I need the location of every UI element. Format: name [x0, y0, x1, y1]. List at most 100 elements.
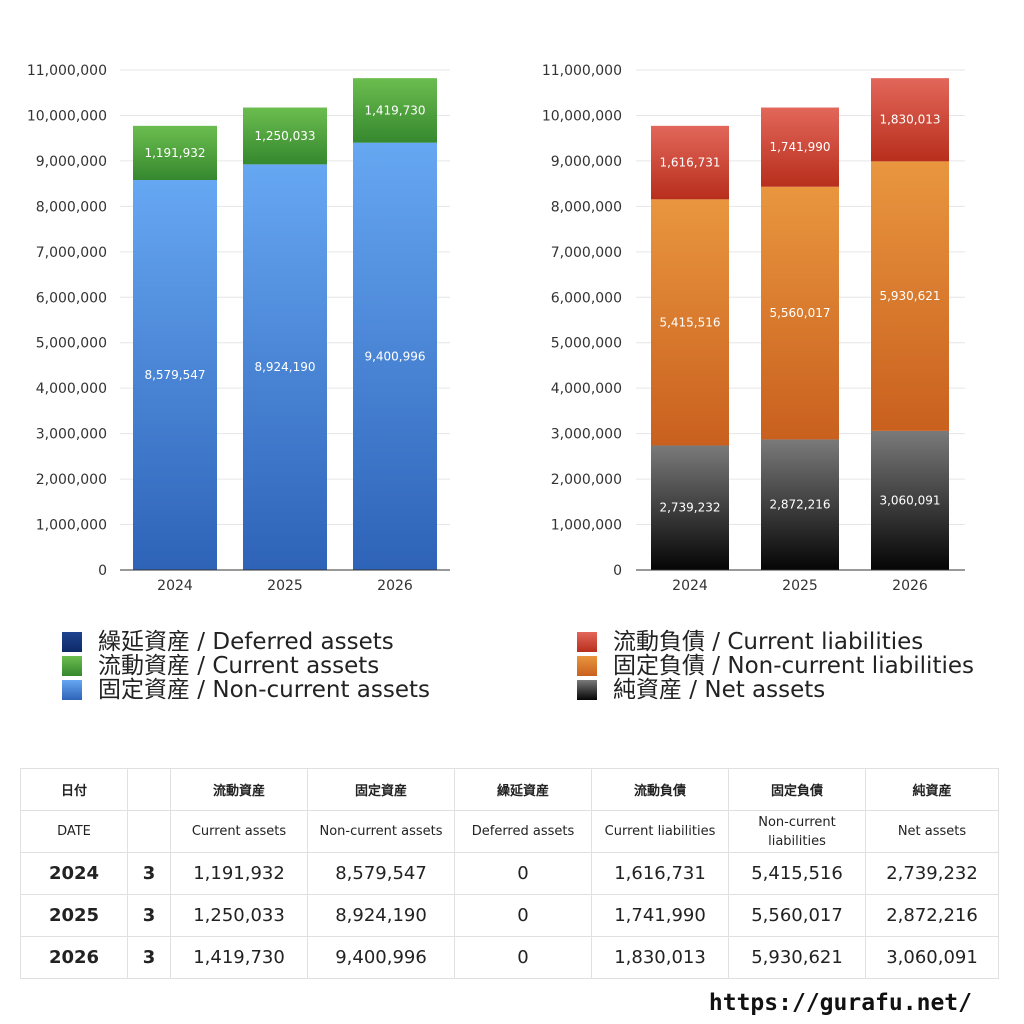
data-label: 2,872,216 [769, 498, 830, 512]
y-tick-label: 4,000,000 [36, 381, 107, 397]
legend-swatch [62, 656, 82, 676]
y-tick-label: 7,000,000 [36, 245, 107, 261]
bar-segment [353, 78, 437, 143]
data-label: 8,924,190 [254, 360, 315, 374]
y-tick-label: 5,000,000 [551, 336, 622, 352]
cell-current-liabilities: 1,830,013 [591, 936, 729, 979]
y-tick-label: 4,000,000 [551, 381, 622, 397]
header-noncurrent-liabilities-jp: 固定負債 [728, 768, 866, 811]
bar-segment [761, 186, 839, 440]
legend-label: 流動資産 / Current assets [98, 653, 380, 679]
header-date-jp: 日付 [20, 768, 128, 811]
data-label: 5,930,621 [879, 289, 940, 303]
y-tick-label: 2,000,000 [36, 472, 107, 488]
bar-segment [353, 142, 437, 570]
bar-segment [133, 125, 217, 181]
data-label: 1,250,033 [254, 129, 315, 143]
legend-label: 固定負債 / Non-current liabilities [613, 653, 974, 679]
bar-segment [761, 107, 839, 187]
legend-item: 流動負債 / Current liabilities [577, 630, 974, 654]
cell-deferred-assets: 0 [454, 936, 592, 979]
bar-segment [871, 161, 949, 431]
y-tick-label: 9,000,000 [551, 154, 622, 170]
data-label: 5,415,516 [659, 315, 720, 329]
header-deferred-assets-en: Deferred assets [454, 810, 592, 853]
data-label: 1,191,932 [144, 146, 205, 160]
legend-swatch [62, 632, 82, 652]
legend-label: 繰延資産 / Deferred assets [98, 629, 394, 655]
y-tick-label: 8,000,000 [551, 199, 622, 215]
header-current-assets-en: Current assets [170, 810, 308, 853]
data-label: 1,419,730 [364, 103, 425, 117]
data-label: 1,830,013 [879, 113, 940, 127]
legend-item: 繰延資産 / Deferred assets [62, 630, 430, 654]
chart-assets: 0 1,000,000 2,000,000 3,000,000 4,000,000 5,0… [27, 63, 450, 594]
cell-deferred-assets: 0 [454, 852, 592, 895]
row-month: 3 [127, 936, 171, 979]
bar-segment [871, 430, 949, 570]
x-tick-label: 2026 [377, 578, 413, 594]
row-year: 2026 [20, 936, 128, 979]
legend-item: 固定負債 / Non-current liabilities [577, 654, 974, 678]
cell-noncurrent-assets: 8,924,190 [307, 894, 455, 937]
source-url[interactable]: https://gurafu.net/ [708, 990, 972, 1016]
legend-swatch [577, 656, 597, 676]
y-tick-label: 3,000,000 [36, 427, 107, 443]
cell-current-assets: 1,191,932 [170, 852, 308, 895]
row-year: 2025 [20, 894, 128, 937]
y-tick-label: 6,000,000 [36, 290, 107, 306]
cell-current-liabilities: 1,741,990 [591, 894, 729, 937]
cell-current-liabilities: 1,616,731 [591, 852, 729, 895]
data-label: 5,560,017 [769, 306, 830, 320]
bar-segment [761, 439, 839, 570]
cell-current-assets: 1,419,730 [170, 936, 308, 979]
y-tick-label: 10,000,000 [27, 108, 107, 124]
y-tick-label: 0 [613, 563, 622, 579]
cell-noncurrent-assets: 9,400,996 [307, 936, 455, 979]
data-label: 3,060,091 [879, 493, 940, 507]
header-current-liabilities-en: Current liabilities [591, 810, 729, 853]
header-month-jp [127, 768, 171, 811]
cell-noncurrent-liabilities: 5,560,017 [728, 894, 866, 937]
cell-noncurrent-liabilities: 5,930,621 [728, 936, 866, 979]
legend-liabilities: 流動負債 / Current liabilities 固定負債 / Non-cur… [577, 630, 974, 702]
row-month: 3 [127, 852, 171, 895]
bar-segment [133, 180, 217, 571]
legend-swatch [62, 680, 82, 700]
bar-segment [651, 125, 729, 200]
cell-noncurrent-assets: 8,579,547 [307, 852, 455, 895]
y-tick-label: 5,000,000 [36, 336, 107, 352]
data-label: 1,616,731 [659, 156, 720, 170]
y-tick-label: 11,000,000 [542, 63, 622, 79]
data-label: 2,739,232 [659, 501, 720, 515]
bar-segment [871, 78, 949, 162]
table-row: 2026 3 1,419,730 9,400,996 0 1,830,013 5… [20, 936, 999, 979]
x-tick-label: 2025 [267, 578, 303, 594]
y-tick-label: 11,000,000 [27, 63, 107, 79]
table-header-row-jp: 日付 流動資産 固定資産 繰延資産 流動負債 固定負債 純資産 [20, 768, 999, 811]
table-header-row-en: DATE Current assets Non-current assets D… [20, 810, 999, 853]
header-net-assets-jp: 純資産 [865, 768, 999, 811]
row-year: 2024 [20, 852, 128, 895]
bar-segment [651, 199, 729, 446]
cell-net-assets: 2,872,216 [865, 894, 999, 937]
y-tick-label: 3,000,000 [551, 427, 622, 443]
legend-swatch [577, 632, 597, 652]
legend-label: 固定資産 / Non-current assets [98, 677, 431, 703]
cell-noncurrent-liabilities: 5,415,516 [728, 852, 866, 895]
header-noncurrent-liabilities-en: Non-current liabilities [728, 810, 866, 853]
y-tick-label: 0 [98, 563, 107, 579]
charts-canvas: 0 1,000,000 2,000,000 3,000,000 4,000,000 5,0… [27, 63, 965, 594]
legend-item: 固定資産 / Non-current assets [62, 678, 430, 702]
bar-segment [243, 107, 327, 165]
header-net-assets-en: Net assets [865, 810, 999, 853]
legend-swatch [577, 680, 597, 700]
y-tick-label: 2,000,000 [551, 472, 622, 488]
y-tick-label: 8,000,000 [36, 199, 107, 215]
x-tick-label: 2026 [892, 578, 928, 594]
legend-item: 純資産 / Net assets [577, 678, 974, 702]
cell-net-assets: 3,060,091 [865, 936, 999, 979]
y-tick-label: 7,000,000 [551, 245, 622, 261]
header-noncurrent-assets-en: Non-current assets [307, 810, 455, 853]
data-label: 1,741,990 [769, 140, 830, 154]
